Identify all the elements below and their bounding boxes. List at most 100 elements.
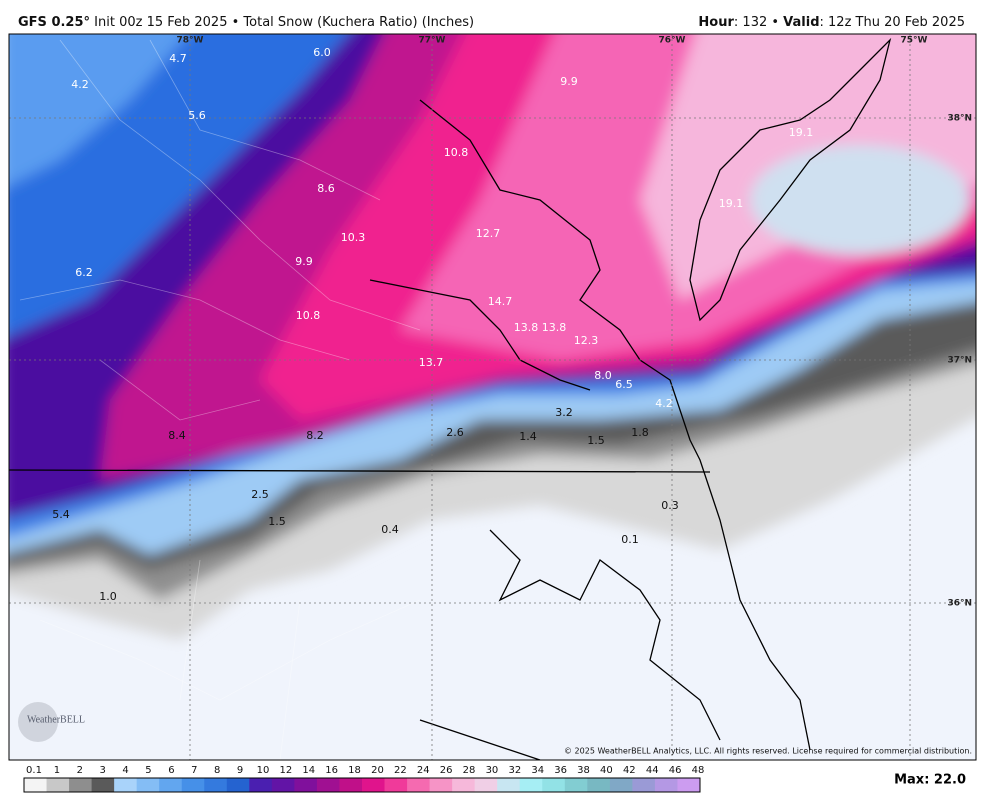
snow-label: 5.6: [188, 109, 206, 122]
legend-swatch: [69, 778, 93, 792]
legend-swatch: [362, 778, 386, 792]
legend-label: 8: [214, 765, 220, 776]
snow-label: 19.1: [719, 197, 744, 210]
snow-label: 3.2: [555, 406, 573, 419]
legend-label: 42: [623, 765, 636, 776]
legend-swatch: [91, 778, 115, 792]
legend-swatch: [271, 778, 295, 792]
legend-swatch: [474, 778, 498, 792]
lon-label: 75°W: [901, 36, 928, 46]
legend-label: 32: [508, 765, 521, 776]
snow-label: 8.0: [594, 369, 612, 382]
legend-swatch: [452, 778, 476, 792]
legend-swatch: [226, 778, 250, 792]
lat-label: 37°N: [947, 356, 972, 366]
legend-max: Max: 22.0: [894, 773, 966, 788]
snow-label: 0.4: [381, 523, 399, 536]
snow-label: 6.0: [313, 46, 331, 59]
legend-label: 7: [191, 765, 197, 776]
snow-label: 4.2: [655, 397, 673, 410]
legend-swatch: [564, 778, 588, 792]
legend-swatch: [114, 778, 138, 792]
legend-swatch: [384, 778, 408, 792]
snow-label: 14.7: [488, 295, 513, 308]
legend-swatch: [24, 778, 48, 792]
snow-labels: 4.7 6.0 4.2 5.6 9.9 10.8 19.1 8.6 19.1 10.3 12.7 9.…: [52, 46, 813, 603]
legend-swatch: [677, 778, 701, 792]
snow-label: 10.8: [444, 146, 469, 159]
snow-label: 1.5: [268, 515, 286, 528]
legend-label: 46: [669, 765, 682, 776]
legend-swatch: [587, 778, 611, 792]
legend-swatch: [181, 778, 205, 792]
snow-label: 12.7: [476, 227, 501, 240]
snow-label: 1.8: [631, 426, 649, 439]
graticule: [9, 34, 976, 760]
logo-swirl: [18, 702, 58, 742]
legend-swatch: [294, 778, 318, 792]
snow-label: 5.4: [52, 508, 70, 521]
lat-label: 36°N: [947, 599, 972, 609]
snow-label: 2.5: [251, 488, 269, 501]
snow-shading: [9, 34, 976, 640]
lon-label: 77°W: [419, 36, 446, 46]
legend-label: 3: [100, 765, 106, 776]
lon-label: 76°W: [659, 36, 686, 46]
snow-label: 2.6: [446, 426, 464, 439]
legend-label: 16: [325, 765, 338, 776]
lon-label: 78°W: [177, 36, 204, 46]
snow-label: 8.6: [317, 182, 335, 195]
snow-label: 13.8: [514, 321, 539, 334]
legend-label: 4: [122, 765, 128, 776]
legend-label: 38: [577, 765, 590, 776]
legend-label: 9: [237, 765, 243, 776]
legend-swatch: [407, 778, 431, 792]
legend-label: 18: [348, 765, 361, 776]
legend-swatch: [632, 778, 656, 792]
legend-frame: [23, 777, 701, 793]
legend-label: 22: [394, 765, 407, 776]
legend-swatch: [249, 778, 273, 792]
legend-swatch: [497, 778, 521, 792]
snow-label: 8.2: [306, 429, 324, 442]
legend-label: 2: [77, 765, 83, 776]
snow-label: 10.3: [341, 231, 366, 244]
snow-label: 9.9: [560, 75, 578, 88]
copyright: © 2025 WeatherBELL Analytics, LLC. All r…: [564, 747, 972, 756]
logo: WeatherBELL: [27, 714, 85, 725]
legend-label: 44: [646, 765, 659, 776]
snow-label: 0.1: [621, 533, 639, 546]
legend-label: 14: [302, 765, 315, 776]
map-frame: [8, 33, 977, 761]
legend-swatch: [654, 778, 678, 792]
legend-label: 34: [531, 765, 544, 776]
legend-label: 28: [463, 765, 476, 776]
legend-swatch: [159, 778, 183, 792]
snow-label: 1.0: [99, 590, 117, 603]
legend-label: 26: [440, 765, 453, 776]
legend: 0.1 1 2 3 4 5 6 7 8 9 10 12 14 16 18 20 22 24 26 28 30 32 34 36…: [23, 765, 704, 793]
snow-label: 8.4: [168, 429, 186, 442]
snow-label: 4.2: [71, 78, 89, 91]
legend-label: 36: [554, 765, 567, 776]
legend-swatch: [204, 778, 228, 792]
legend-label: 5: [145, 765, 151, 776]
header-title: GFS 0.25° Init 00z 15 Feb 2025 • Total S…: [18, 15, 474, 30]
geo-labels: 78°W 77°W 76°W 75°W 38°N 37°N 36°N: [177, 36, 972, 609]
legend-label: 10: [257, 765, 270, 776]
legend-swatch: [519, 778, 543, 792]
snow-label: 6.2: [75, 266, 93, 279]
lat-label: 38°N: [947, 114, 972, 124]
snow-label: 10.8: [296, 309, 321, 322]
snow-label: 9.9: [295, 255, 313, 268]
legend-swatch: [542, 778, 566, 792]
snow-label: 6.5: [615, 378, 633, 391]
legend-swatch: [339, 778, 363, 792]
legend-label: 20: [371, 765, 384, 776]
legend-swatch: [316, 778, 340, 792]
snow-label: 4.7: [169, 52, 187, 65]
legend-label: 30: [486, 765, 499, 776]
legend-label: 12: [279, 765, 292, 776]
